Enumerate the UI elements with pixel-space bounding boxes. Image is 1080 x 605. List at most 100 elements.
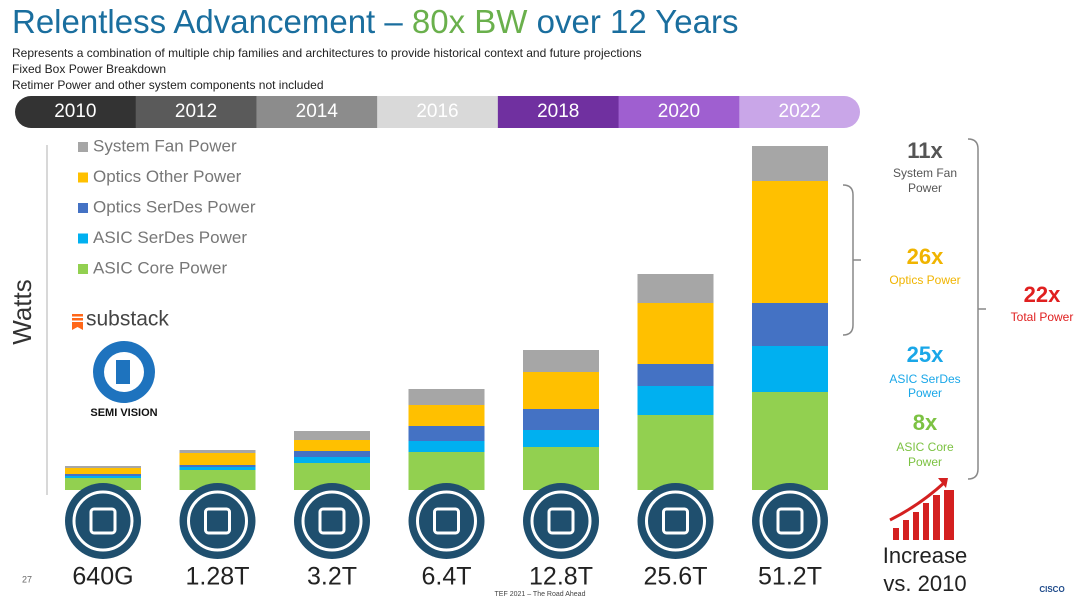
chip-icon-bg (294, 483, 370, 559)
x-tick-label: 3.2T (307, 563, 357, 591)
bar-segment (752, 346, 828, 392)
bar-segment (637, 386, 714, 415)
brackets (842, 138, 986, 480)
bar-segment (637, 303, 714, 364)
bar-segment (752, 303, 828, 346)
bar-segment (752, 146, 828, 181)
year-label: 2020 (658, 101, 700, 122)
chip-icon-ring (530, 490, 592, 552)
chip-icon-ring (416, 490, 477, 552)
cisco-logo: CISCO (1039, 585, 1064, 594)
legend-label: ASIC Core Power (93, 258, 227, 277)
bar-segment (179, 453, 256, 465)
annotation: 26x (907, 244, 944, 269)
bar-segment (294, 457, 370, 463)
legend-label: ASIC SerDes Power (93, 228, 247, 247)
title-part: 80x BW (412, 3, 528, 40)
chip-icon-ring (759, 490, 821, 552)
bar-segment (408, 426, 485, 441)
bar-segment (179, 450, 256, 453)
bar-segment (179, 470, 256, 490)
year-label: 2014 (296, 101, 339, 122)
legend-swatch (78, 264, 88, 274)
bar-segment (179, 467, 256, 470)
subtitle: Represents a combination of multiple chi… (12, 46, 642, 60)
page-number: 27 (22, 574, 32, 584)
chip-icon (776, 507, 804, 535)
logo-text: substack (86, 308, 169, 331)
annotation: Power (908, 455, 942, 469)
bar-segment (752, 181, 828, 303)
bar-segment (523, 350, 599, 372)
chip-icon-bg (752, 483, 828, 559)
bar-segment (179, 465, 256, 467)
annotation: 11x (907, 138, 943, 163)
chip-icon (89, 507, 117, 535)
chip-icon (318, 507, 346, 535)
timeline-segment (256, 96, 379, 128)
bar-segment (523, 409, 599, 430)
year-label: 2016 (416, 101, 458, 122)
increase-icon (889, 478, 954, 540)
legend-swatch (78, 203, 88, 213)
bar-segment (637, 364, 714, 386)
year-label: 2010 (54, 101, 96, 122)
annotation: Power (908, 181, 942, 195)
chip-icon (204, 507, 231, 535)
legend-label: Optics SerDes Power (93, 197, 256, 216)
timeline-segment (618, 96, 741, 128)
timeline-segment (497, 96, 620, 128)
subtitle: Retimer Power and other system component… (12, 78, 324, 92)
bar-segment (637, 415, 714, 490)
annotation: ASIC Core (896, 440, 954, 454)
y-axis-label: Watts (7, 279, 37, 344)
bar-segment (65, 468, 141, 474)
legend-swatch (78, 172, 88, 183)
chip-icon-bg (179, 483, 256, 559)
chip-icon-ring (301, 490, 363, 552)
legend-label: System Fan Power (93, 136, 237, 155)
chip-icon-ring (72, 490, 134, 552)
x-tick-label: 51.2T (758, 563, 822, 591)
bar-segment (523, 447, 599, 490)
year-label: 2012 (175, 101, 217, 122)
bar-segment (523, 430, 599, 447)
annotation: vs. 2010 (883, 571, 966, 596)
title-part: over 12 Years (537, 3, 739, 40)
bar-segment (408, 389, 485, 405)
chip-icon-bg (408, 483, 485, 559)
year-label: 2018 (537, 101, 579, 122)
x-tick-label: 12.8T (529, 563, 593, 591)
bar-segment (65, 474, 141, 476)
timeline-segment (15, 96, 137, 128)
title: Relentless Advancement – 80x BW over 12 … (12, 3, 738, 40)
subtitle: Fixed Box Power Breakdown (12, 62, 166, 76)
legend-swatch (78, 233, 88, 244)
legend-label: Optics Other Power (93, 167, 242, 186)
chip-icon-bg (523, 483, 599, 559)
x-tick-label: 25.6T (644, 563, 708, 591)
chip-icon (547, 507, 575, 535)
annotation: Total Power (1011, 310, 1074, 324)
annotation: Optics Power (889, 273, 960, 287)
chip-icon (433, 507, 460, 535)
bar-segment (294, 451, 370, 457)
title-part: Relentless Advancement – (12, 3, 403, 40)
logo-text: SEMI VISION (90, 407, 157, 419)
chip-icon-ring (187, 490, 248, 552)
chip-icon-bg (637, 483, 714, 559)
annotation: Increase (883, 543, 967, 568)
annotation: ASIC SerDes (889, 372, 960, 386)
year-label: 2022 (779, 101, 821, 122)
x-tick-label: 6.4T (421, 563, 471, 591)
substack-logo: substack (72, 308, 169, 331)
bar-segment (752, 392, 828, 490)
legend-swatch (78, 142, 88, 152)
chip-icon-bg (65, 483, 141, 559)
annotation: System Fan (893, 166, 957, 180)
bar-segment (294, 431, 370, 440)
bar-segment (523, 372, 599, 409)
timeline-segment (135, 96, 258, 128)
annotation: Power (908, 386, 942, 400)
